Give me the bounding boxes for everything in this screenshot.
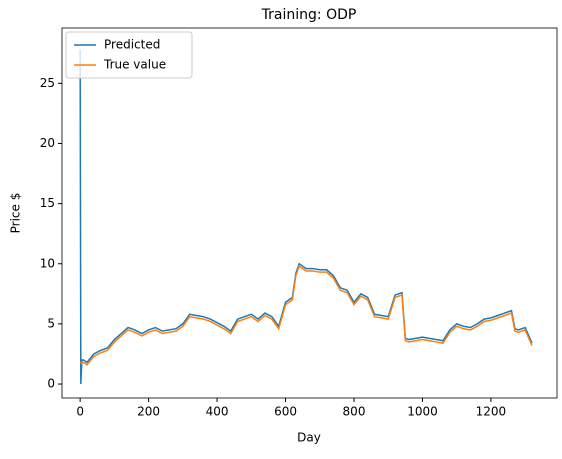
legend-label: True value	[103, 58, 166, 72]
y-tick-label: 10	[40, 256, 55, 270]
y-axis-label: Price $	[9, 193, 23, 234]
x-tick-label: 0	[76, 405, 84, 419]
y-tick-label: 20	[40, 136, 55, 150]
chart-title: Training: ODP	[261, 7, 357, 23]
x-tick-label: 800	[343, 405, 366, 419]
y-tick-label: 25	[40, 76, 55, 90]
x-axis-label: Day	[297, 431, 321, 445]
x-tick-label: 1000	[407, 405, 438, 419]
legend-box	[65, 31, 193, 79]
plot-frame	[61, 27, 558, 399]
x-tick-label: 600	[274, 405, 297, 419]
y-tick-label: 5	[47, 316, 55, 330]
series-line	[79, 49, 533, 385]
legend-label: Predicted	[104, 38, 160, 52]
y-tick-label: 15	[40, 196, 55, 210]
series-line	[80, 264, 533, 366]
x-tick-label: 1200	[476, 405, 507, 419]
y-tick-label: 0	[47, 377, 55, 391]
x-tick-label: 400	[206, 405, 229, 419]
x-tick-label: 200	[137, 405, 160, 419]
